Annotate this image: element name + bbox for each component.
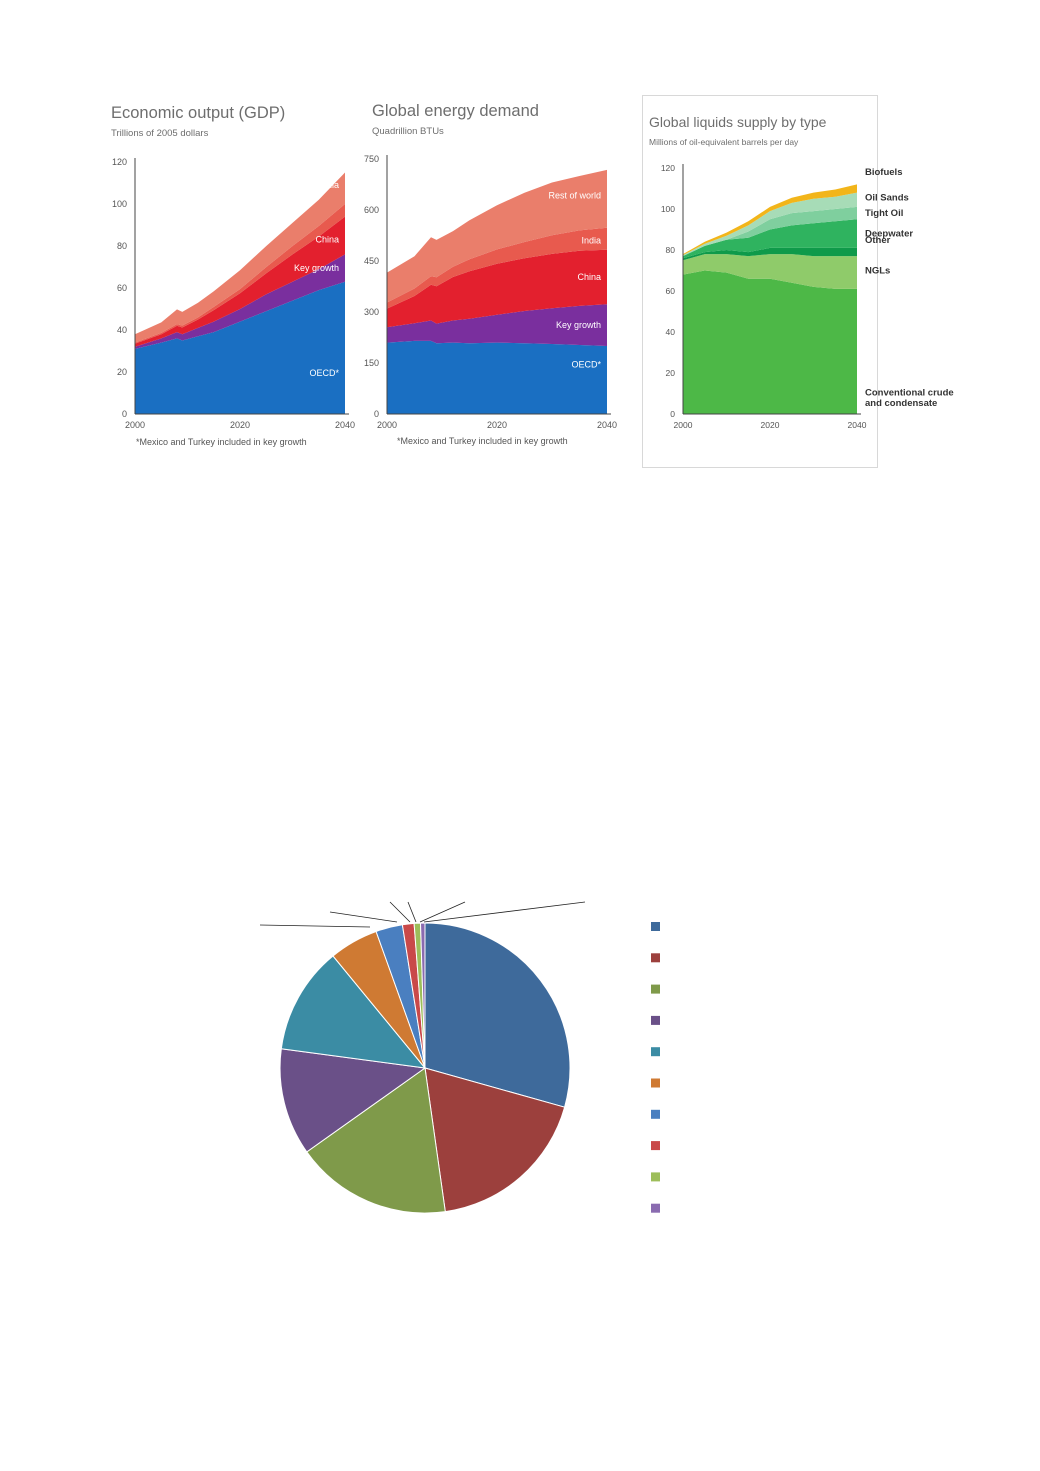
pie-slice-3: [306, 1067, 446, 1214]
series-label-key-growth: Key growth: [294, 263, 339, 273]
area-india: [387, 227, 607, 309]
area-rest-of-world: [135, 172, 345, 343]
series-label-conventional-crude-and-condensate: and condensate: [865, 398, 937, 409]
series-label-key-growth: Key growth: [556, 320, 601, 330]
series-label-ngls: NGLs: [865, 266, 890, 277]
legend-swatch-10: [651, 1203, 660, 1213]
series-label-oecd: OECD*: [309, 368, 339, 378]
liquids-subtitle: Millions of oil-equivalent barrels per d…: [649, 137, 799, 147]
gdp-title: Economic output (GDP): [111, 104, 286, 122]
y-tick-label: 40: [666, 327, 676, 337]
pie-leader-line: [389, 901, 411, 923]
pie-slice-1: [424, 922, 571, 1108]
liquids-panel-frame: [642, 95, 878, 468]
x-tick-label: 2020: [761, 420, 780, 430]
y-tick-label: 100: [112, 199, 127, 209]
y-tick-label: 60: [117, 283, 127, 293]
area-rest-of-world: [387, 169, 607, 303]
series-label-oil-sands: Oil Sands: [865, 193, 909, 204]
x-tick-label: 2000: [125, 420, 145, 430]
area-china: [387, 249, 607, 328]
series-label-china: China: [577, 272, 601, 282]
x-tick-label: 2040: [335, 420, 355, 430]
series-label-india: India: [319, 180, 339, 190]
pie-slice-5: [280, 955, 427, 1069]
y-tick-label: 20: [117, 367, 127, 377]
series-label-india: India: [581, 235, 601, 245]
area-oecd: [387, 340, 607, 414]
area-conventional-crude-and-condensate: [683, 270, 857, 414]
y-tick-label: 450: [364, 256, 379, 266]
energy-footnote: *Mexico and Turkey included in key growt…: [397, 436, 568, 446]
y-tick-label: 150: [364, 358, 379, 368]
legend-swatch-1: [651, 922, 660, 931]
pie-leader-line: [259, 924, 371, 928]
series-label-china: China: [315, 235, 339, 245]
energy-title: Global energy demand: [372, 102, 539, 120]
gdp-subtitle: Trillions of 2005 dollars: [111, 128, 209, 139]
legend-swatch-2: [651, 953, 660, 963]
pie-slice-4: [279, 1048, 427, 1153]
y-tick-label: 0: [670, 409, 675, 419]
area-biofuels: [683, 184, 857, 256]
legend-swatch-7: [651, 1109, 660, 1119]
series-label-tight-oil: Tight Oil: [865, 208, 903, 219]
y-tick-label: 80: [117, 241, 127, 251]
series-label-biofuels: Biofuels: [865, 167, 902, 178]
y-tick-label: 120: [661, 163, 675, 173]
y-tick-label: 0: [122, 409, 127, 419]
liquids-title: Global liquids supply by type: [649, 114, 827, 130]
x-tick-label: 2000: [377, 420, 397, 430]
area-oil-sands: [683, 192, 857, 257]
energy-subtitle: Quadrillion BTUs: [372, 126, 444, 137]
x-tick-label: 2020: [487, 420, 507, 430]
legend-swatch-8: [651, 1141, 660, 1151]
y-tick-label: 100: [661, 204, 675, 214]
legend-swatch-4: [651, 1015, 660, 1025]
pie-slice-10: [419, 922, 426, 1069]
energy-area-chart: 0 150 300 450 600 750 2000 2020 2040 OECD* Key gro…: [364, 154, 617, 430]
x-tick-label: 2040: [848, 420, 867, 430]
y-tick-label: 80: [666, 245, 676, 255]
gdp-footnote: *Mexico and Turkey included in key growt…: [136, 437, 307, 447]
y-tick-label: 0: [374, 409, 379, 419]
area-other: [683, 247, 857, 261]
y-tick-label: 20: [666, 368, 676, 378]
pie-leader-line: [329, 911, 398, 923]
legend-swatch-6: [651, 1078, 660, 1088]
y-tick-label: 300: [364, 307, 379, 317]
pie-slice-2: [424, 1067, 566, 1213]
legend-swatch-9: [651, 1172, 660, 1182]
pie-chart: [259, 901, 660, 1214]
area-ngls: [683, 254, 857, 289]
series-label-other: Other: [865, 235, 891, 246]
series-label-oecd: OECD*: [571, 360, 601, 370]
pie-leader-line: [407, 901, 417, 923]
area-key-growth: [387, 304, 607, 346]
area-tight-oil: [683, 206, 857, 257]
y-tick-label: 120: [112, 157, 127, 167]
series-label-deepwater: Deepwater: [865, 229, 913, 240]
series-label-rest-of-world: Rest of world: [548, 190, 601, 200]
area-oecd: [135, 281, 345, 414]
x-tick-label: 2040: [597, 420, 617, 430]
y-tick-label: 60: [666, 286, 676, 296]
y-tick-label: 40: [117, 325, 127, 335]
pie-leader-line: [419, 901, 466, 923]
legend-swatch-3: [651, 984, 660, 994]
y-tick-label: 750: [364, 154, 379, 164]
x-tick-label: 2000: [674, 420, 693, 430]
pie-leader-line: [423, 901, 586, 923]
y-tick-label: 600: [364, 205, 379, 215]
series-label-conventional-crude-and-condensate: Conventional crude: [865, 387, 954, 398]
x-tick-label: 2020: [230, 420, 250, 430]
area-deepwater: [683, 219, 857, 259]
legend-swatch-5: [651, 1047, 660, 1057]
